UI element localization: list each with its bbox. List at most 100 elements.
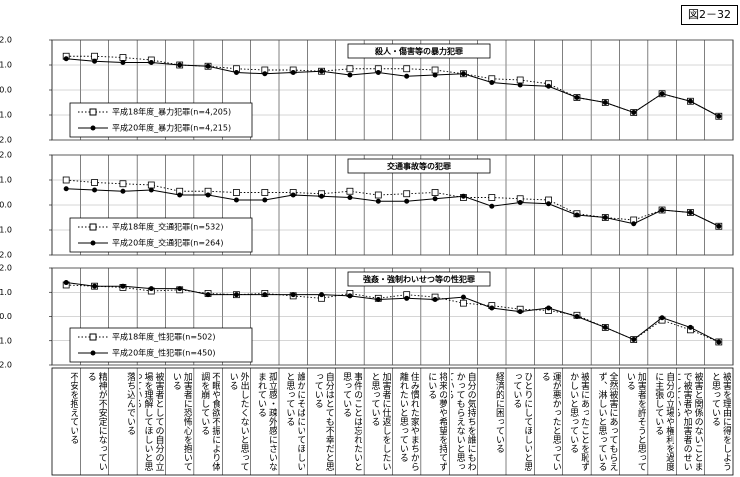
point [716,339,722,345]
legend-label: 平成20年度_暴力犯罪(n=4,215) [112,123,231,133]
legend-label: 平成20年度_性犯罪(n=450) [112,348,215,358]
point [687,324,693,330]
series-line [66,282,720,343]
point [290,192,296,198]
point [460,71,466,77]
figure-label: 図2－32 [681,5,738,25]
x-tick-label: ひとりにしてほしいと思っている [511,372,533,471]
x-tick-label: 運が悪かったと思っている [539,372,561,471]
legend-label: 平成20年度_交通犯罪(n=264) [112,238,223,248]
point [347,72,353,78]
point [233,70,239,75]
point [347,293,353,299]
panel-title: 強姦・強制わいせつ等の性犯罪 [363,274,475,284]
x-tick-label: 孤立感・疎外感にさいなまれている [256,372,277,471]
point [574,212,580,218]
legend-marker [90,350,96,356]
point [233,189,240,196]
point [63,56,69,62]
point [460,193,466,199]
point [63,186,69,192]
panel-title: 交通事故等の犯罪 [387,161,451,171]
point [489,203,495,209]
point [516,76,524,84]
y-tick-label: -2.0 [0,251,12,260]
point [517,200,523,205]
point [546,305,552,311]
point [517,309,523,315]
point [404,295,410,301]
y-tick-label: 1.0 [0,176,12,185]
point [659,207,665,213]
point [546,201,552,207]
point [346,65,354,73]
point [574,95,580,100]
y-tick-label: 2.0 [0,151,12,160]
point [602,215,608,220]
series-line [66,179,720,227]
x-tick-label: 精神が不安定になっている [85,372,107,471]
y-tick-label: -2.0 [0,361,12,370]
point [120,60,126,65]
point [319,193,325,199]
point [148,60,154,65]
point [631,221,637,227]
legend-label: 平成18年度_性犯罪(n=502) [112,332,215,342]
legend-marker [90,240,96,246]
point [375,70,381,75]
x-tick-label: 被害を理由に得をしようと思っている [710,372,731,471]
point [659,91,665,97]
point [546,83,552,89]
x-tick-label: 被害にあったことを恥ずかしいと思っている [568,372,590,471]
point [687,210,693,215]
point [262,292,268,298]
point [404,198,410,204]
point [403,190,411,198]
point [148,187,154,193]
legend-marker [89,108,97,116]
x-tick-label: 事件のことは忘れたいと思っている [341,372,363,471]
y-tick-label: 0.0 [0,201,12,210]
point [261,189,269,196]
x-tick-label: 不安を抱えている [68,372,79,444]
point [92,58,98,64]
legend-label: 平成18年度_暴力犯罪(n=4,205) [112,107,231,117]
point [205,292,211,298]
point [431,189,439,196]
x-tick-label: 被害と関係のないことまで被害者や加害者のせいにしている [678,372,703,471]
point [91,52,98,60]
x-tick-label: 住み慣れた家やまちから離れたいと思っている [397,372,419,471]
point [120,188,126,194]
point [262,71,268,77]
x-tick-label: 全然被害にあってもらえず、淋しいと思っている [596,372,618,471]
point [460,294,466,300]
point [119,54,127,61]
x-tick-label: 落ち込んでいる [125,372,136,435]
y-tick-label: 2.0 [0,36,12,45]
x-tick-label: 加害者に仕返しをしたいと思っている [369,372,391,471]
point [375,198,381,204]
point [631,110,637,115]
point [517,82,523,88]
x-tick-label: 誰かにそばにいてほしいと思っている [284,372,306,471]
point [233,197,239,203]
point [205,63,211,69]
y-tick-label: -1.0 [0,111,12,120]
point [177,62,183,68]
point [432,297,438,303]
point [374,191,382,199]
point [63,280,69,286]
point [375,297,381,303]
y-tick-label: -1.0 [0,226,12,235]
point [716,113,722,119]
point [233,292,239,298]
point [319,292,325,298]
y-tick-label: 0.0 [0,86,12,95]
legend-box [69,102,253,138]
point [92,187,98,193]
y-tick-label: -2.0 [0,136,12,145]
x-tick-label: 加害者を許そうと思っている [624,372,646,471]
point [177,286,183,292]
y-tick-label: 0.0 [0,312,12,321]
